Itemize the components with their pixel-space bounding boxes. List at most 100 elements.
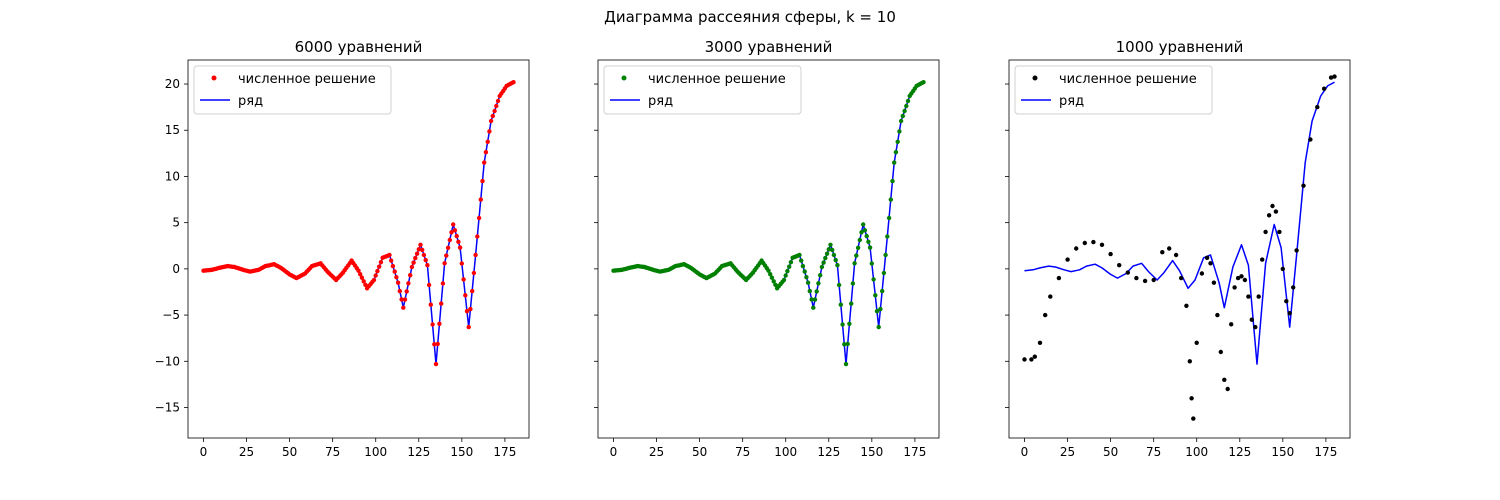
scatter-point xyxy=(838,302,843,307)
scatter-point xyxy=(485,139,490,144)
chart-title: 6000 уравнений xyxy=(295,38,423,56)
y-tick-label: 20 xyxy=(165,77,180,91)
scatter-point xyxy=(819,264,825,270)
x-tick-label: 50 xyxy=(282,445,297,459)
scatter-point xyxy=(783,273,788,278)
scatter-point xyxy=(1048,294,1053,299)
scatter-point xyxy=(1022,357,1027,362)
scatter-point xyxy=(377,264,382,269)
scatter-point xyxy=(406,281,411,286)
scatter-point xyxy=(831,252,837,258)
axes-frame xyxy=(187,59,530,439)
scatter-point xyxy=(1328,75,1334,80)
scatter-point xyxy=(373,273,378,278)
scatter-point xyxy=(1074,246,1079,251)
scatter-point xyxy=(771,279,776,284)
scatter-point xyxy=(809,297,814,302)
scatter-point xyxy=(490,113,495,119)
scatter-point xyxy=(785,268,790,274)
scatter-point xyxy=(394,275,399,280)
x-tick-label: 150 xyxy=(860,445,883,459)
scatter-point xyxy=(478,197,483,202)
scatter-point xyxy=(797,252,802,258)
scatter-point xyxy=(1322,86,1327,91)
scatter-point xyxy=(359,275,365,280)
scatter-point xyxy=(852,261,857,266)
scatter-point xyxy=(840,322,845,327)
scatter-point xyxy=(921,80,926,85)
scatter-point xyxy=(389,258,394,263)
x-tick-label: 175 xyxy=(1314,445,1337,459)
scatter-point xyxy=(378,260,384,265)
scatter-point xyxy=(805,280,811,285)
scatter-point xyxy=(833,257,838,263)
scatter-point xyxy=(1151,277,1156,283)
scatter-point xyxy=(802,269,807,274)
x-tick-label: 75 xyxy=(735,445,750,459)
scatter-point xyxy=(433,361,439,367)
scatter-point xyxy=(1246,294,1251,299)
scatter-point xyxy=(1117,263,1122,268)
scatter-point xyxy=(816,281,821,286)
scatter-point xyxy=(768,272,773,277)
scatter-point xyxy=(843,361,849,367)
scatter-point xyxy=(425,263,430,268)
scatter-point xyxy=(447,237,452,243)
plot-area xyxy=(611,80,926,367)
scatter-point xyxy=(1091,239,1096,245)
scatter-point xyxy=(1125,270,1131,275)
plot-area xyxy=(201,80,516,367)
scatter-point xyxy=(871,277,876,282)
scatter-point xyxy=(874,309,880,314)
scatter-point xyxy=(1266,213,1272,218)
scatter-point xyxy=(781,277,787,283)
scatter-point xyxy=(471,270,477,276)
x-tick-label: 75 xyxy=(1146,445,1161,459)
scatter-point xyxy=(1232,285,1237,290)
scatter-point xyxy=(854,253,859,258)
scatter-point xyxy=(488,118,494,124)
scatter-point xyxy=(459,261,464,266)
scatter-point xyxy=(439,301,444,306)
scatter-point xyxy=(464,309,470,314)
scatter-point xyxy=(1229,322,1234,327)
scatter-point xyxy=(1194,340,1199,345)
scatter-point xyxy=(411,260,416,265)
scatter-point xyxy=(826,247,831,252)
scatter-point xyxy=(866,239,871,244)
scatter-point xyxy=(892,160,897,165)
scatter-point xyxy=(862,228,868,233)
scatter-point xyxy=(358,272,363,277)
x-tick-label: 100 xyxy=(364,445,387,459)
scatter-point xyxy=(861,222,866,227)
scatter-point xyxy=(1043,312,1048,318)
scatter-point xyxy=(1142,278,1148,284)
chart-panel: 1000 уравнений 0 25 50 75 100 125 150 175 численн… xyxy=(1005,38,1351,459)
scatter-point xyxy=(461,277,466,282)
scatter-point xyxy=(492,108,497,114)
scatter-point xyxy=(1082,240,1088,246)
scatter-point xyxy=(1056,275,1062,281)
scatter-point xyxy=(1273,209,1279,214)
y-tick-label: 10 xyxy=(165,169,180,183)
scatter-point xyxy=(835,263,840,268)
scatter-point xyxy=(1222,377,1227,382)
legend-label-points: численное решение xyxy=(648,72,786,87)
scatter-point xyxy=(495,98,501,104)
scatter-point xyxy=(421,252,427,258)
scatter-point xyxy=(1263,229,1268,235)
scatter-point xyxy=(361,279,366,284)
scatter-point xyxy=(1287,311,1292,316)
series-line xyxy=(1024,81,1335,365)
x-tick-label: 25 xyxy=(649,445,664,459)
scatter-point xyxy=(387,252,392,258)
scatter-point xyxy=(897,129,902,134)
scatter-point xyxy=(1065,257,1070,262)
scatter-point xyxy=(898,118,904,124)
scatter-point xyxy=(397,288,402,294)
x-tick-label: 25 xyxy=(239,445,254,459)
scatter-point xyxy=(821,260,826,265)
legend-box xyxy=(1014,65,1213,115)
scatter-point xyxy=(1037,340,1043,345)
